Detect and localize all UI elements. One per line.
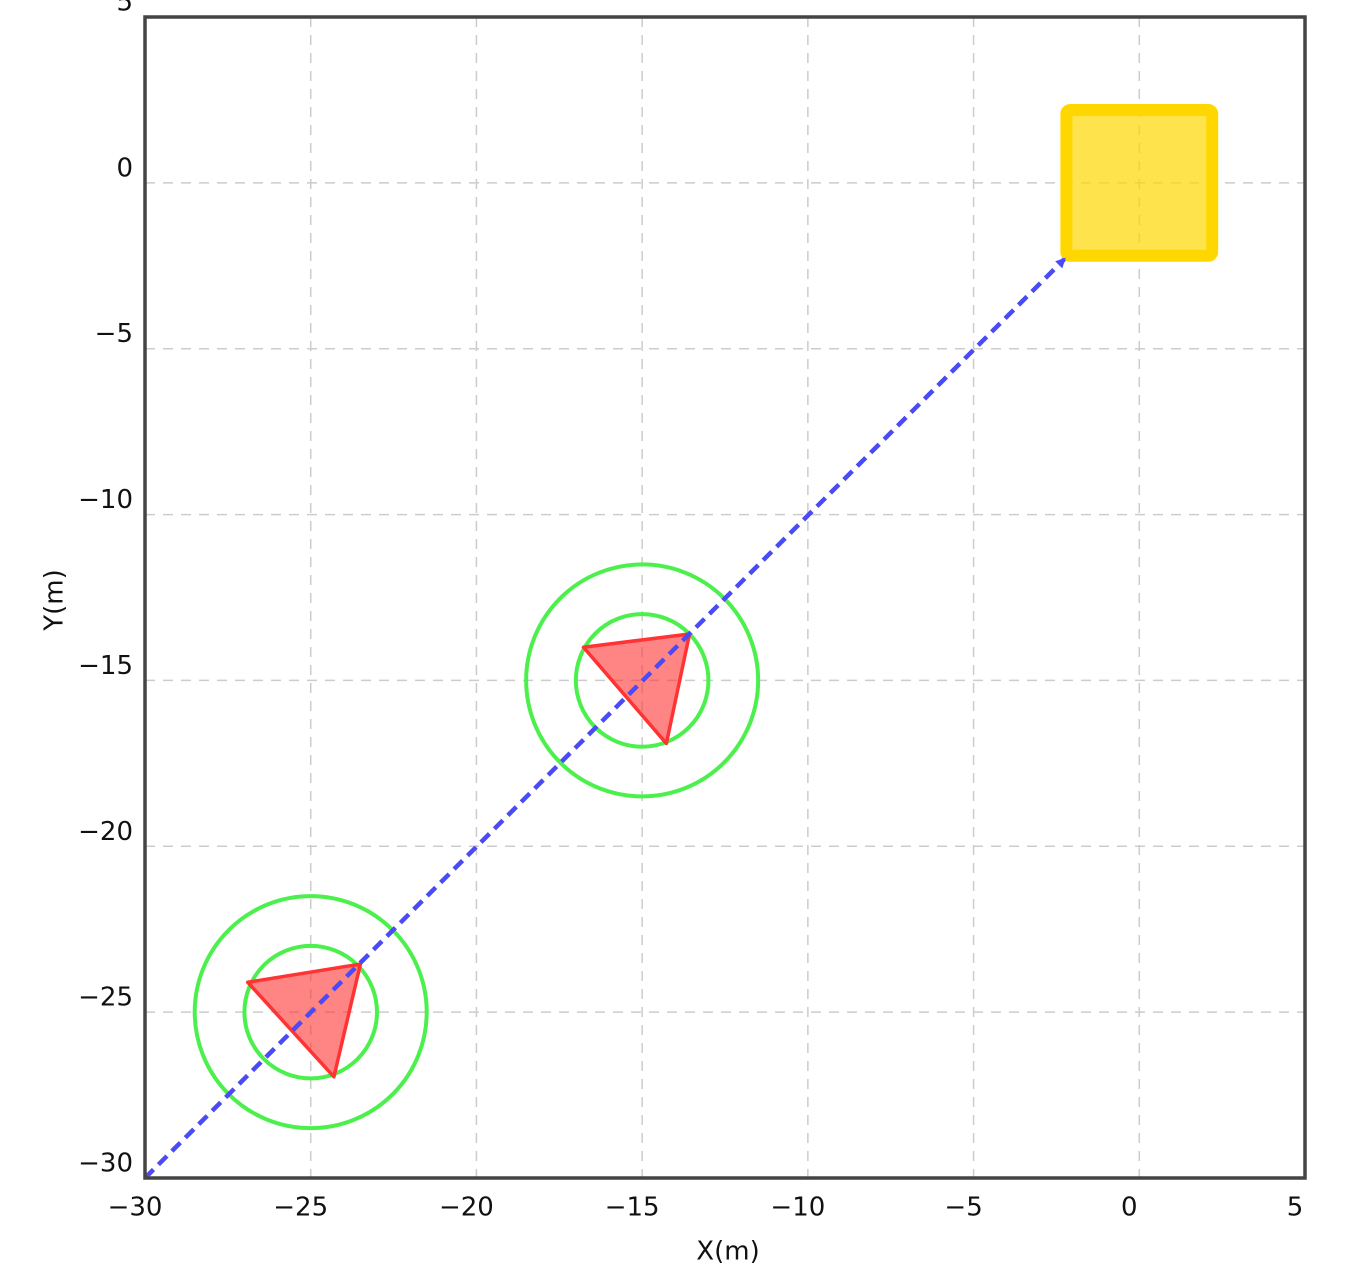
- x-axis-title: X(m): [696, 1237, 759, 1267]
- plot-frame: [143, 15, 1307, 1180]
- y-tick-label: −5: [95, 319, 133, 349]
- range-circle: [192, 894, 429, 1131]
- x-tick-label: −25: [273, 1193, 328, 1223]
- path-arrow: [143, 257, 1066, 1180]
- x-tick-label: −5: [944, 1193, 982, 1223]
- y-axis-title: Y(m): [40, 569, 70, 632]
- agent-triangle: [245, 962, 363, 1079]
- y-tick-label: −25: [78, 983, 133, 1013]
- x-tick-label: 0: [1121, 1193, 1138, 1223]
- x-tick-label: −30: [108, 1193, 163, 1223]
- y-tick-label: 0: [116, 153, 133, 183]
- target: [1060, 103, 1219, 262]
- y-tick-label: 5: [116, 0, 133, 18]
- x-tick-label: −15: [605, 1193, 660, 1223]
- y-tick-label: −10: [78, 485, 133, 515]
- range-circle: [242, 943, 380, 1081]
- x-tick-label: 5: [1287, 1193, 1304, 1223]
- x-tick-label: −10: [770, 1193, 825, 1223]
- range-circle: [524, 562, 761, 799]
- x-tick-label: −20: [439, 1193, 494, 1223]
- y-tick-label: −20: [78, 817, 133, 847]
- y-tick-label: −30: [78, 1149, 133, 1179]
- range-circle: [573, 612, 711, 749]
- y-tick-label: −15: [78, 651, 133, 681]
